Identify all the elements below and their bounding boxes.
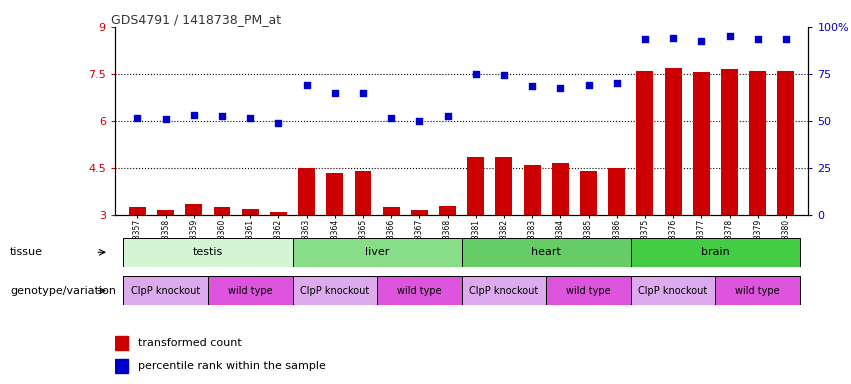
Bar xyxy=(637,71,654,215)
Bar xyxy=(298,168,315,215)
Text: tissue: tissue xyxy=(10,247,43,257)
Bar xyxy=(631,238,800,267)
Point xyxy=(385,115,398,121)
Text: transformed count: transformed count xyxy=(138,338,242,348)
Bar xyxy=(326,173,343,215)
Text: liver: liver xyxy=(365,247,389,258)
Text: brain: brain xyxy=(701,247,730,258)
Bar xyxy=(123,276,208,305)
Text: wild type: wild type xyxy=(228,286,272,296)
Bar xyxy=(665,68,682,215)
Bar xyxy=(461,276,546,305)
Bar xyxy=(115,359,128,372)
Text: wild type: wild type xyxy=(735,286,780,296)
Bar xyxy=(716,276,800,305)
Text: wild type: wild type xyxy=(566,286,611,296)
Point xyxy=(159,116,173,122)
Point xyxy=(300,82,313,88)
Bar xyxy=(242,209,259,215)
Bar xyxy=(157,210,174,215)
Point xyxy=(413,118,426,124)
Bar xyxy=(552,163,568,215)
Text: ClpP knockout: ClpP knockout xyxy=(131,286,200,296)
Bar xyxy=(208,276,293,305)
Point xyxy=(638,36,652,43)
Text: ClpP knockout: ClpP knockout xyxy=(300,286,369,296)
Bar xyxy=(411,210,428,215)
Point xyxy=(610,80,624,86)
Bar xyxy=(631,276,716,305)
Bar xyxy=(129,207,146,215)
Bar xyxy=(293,238,461,267)
Bar xyxy=(608,168,625,215)
Bar xyxy=(383,207,400,215)
Bar xyxy=(749,71,766,215)
Point xyxy=(553,85,567,91)
Point xyxy=(187,112,201,118)
Bar xyxy=(214,207,231,215)
Bar xyxy=(186,204,203,215)
Bar xyxy=(123,238,293,267)
Text: GDS4791 / 1418738_PM_at: GDS4791 / 1418738_PM_at xyxy=(111,13,282,26)
Point xyxy=(779,36,792,43)
Point xyxy=(243,115,257,121)
Point xyxy=(215,113,229,119)
Point xyxy=(582,82,596,88)
Text: heart: heart xyxy=(531,247,561,258)
Bar xyxy=(461,238,631,267)
Point xyxy=(722,33,736,40)
Point xyxy=(525,83,539,89)
Point xyxy=(469,71,483,77)
Bar xyxy=(439,206,456,215)
Text: testis: testis xyxy=(193,247,223,258)
Bar xyxy=(580,171,597,215)
Point xyxy=(131,115,145,121)
Bar xyxy=(270,212,287,215)
Text: wild type: wild type xyxy=(397,286,442,296)
Point xyxy=(694,38,708,44)
Point xyxy=(328,90,341,96)
Bar xyxy=(467,157,484,215)
Bar xyxy=(523,165,540,215)
Bar xyxy=(693,72,710,215)
Point xyxy=(751,36,764,43)
Text: ClpP knockout: ClpP knockout xyxy=(638,286,708,296)
Text: ClpP knockout: ClpP knockout xyxy=(470,286,539,296)
Point xyxy=(441,113,454,119)
Bar xyxy=(293,276,377,305)
Bar xyxy=(377,276,461,305)
Text: genotype/variation: genotype/variation xyxy=(10,286,117,296)
Bar xyxy=(355,171,371,215)
Point xyxy=(497,73,511,79)
Point xyxy=(357,90,370,96)
Bar xyxy=(495,157,512,215)
Point xyxy=(271,119,285,126)
Point xyxy=(666,35,680,41)
Bar xyxy=(778,71,794,215)
Bar xyxy=(115,336,128,350)
Bar xyxy=(546,276,631,305)
Text: percentile rank within the sample: percentile rank within the sample xyxy=(138,361,326,371)
Bar xyxy=(721,69,738,215)
